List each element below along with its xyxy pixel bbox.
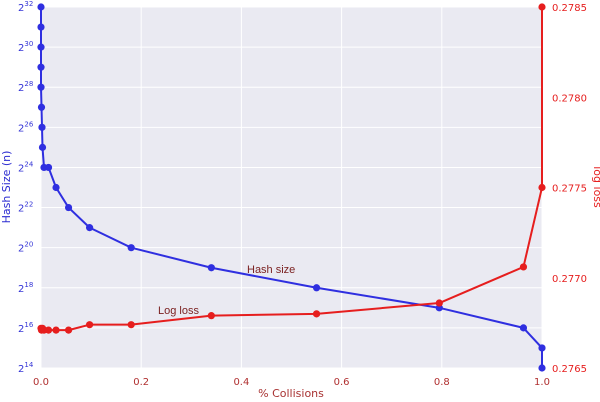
- x-axis-label: % Collisions: [258, 387, 324, 400]
- data-point-log-loss-10: [312, 310, 321, 318]
- data-point-log-loss-5: [52, 326, 60, 334]
- left-y-tick-label-2: 218: [18, 281, 33, 295]
- x-tick-label-2: 0.4: [233, 377, 249, 388]
- left-y-tick-label-5: 224: [18, 160, 34, 174]
- right-y-tick-label-1: 0.2770: [552, 274, 587, 285]
- data-point-log-loss-6: [64, 326, 73, 334]
- data-point-hash-size-12: [86, 224, 94, 232]
- plot-background: [41, 7, 542, 368]
- left-y-tick-label-4: 222: [18, 201, 33, 215]
- data-point-log-loss-11: [435, 299, 443, 307]
- left-y-axis-ticks: 214 216 218 220 222 224 226 228 230 232: [18, 0, 34, 375]
- data-point-log-loss-7: [86, 321, 94, 329]
- left-y-tick-label-6: 226: [18, 120, 34, 134]
- data-point-hash-size-14: [207, 264, 215, 272]
- x-tick-label-4: 0.8: [434, 377, 450, 388]
- data-point-hash-size-3: [37, 63, 45, 71]
- x-tick-label-5: 1.0: [534, 377, 550, 388]
- data-point-log-loss-4: [44, 326, 53, 334]
- data-point-hash-size-1: [37, 23, 45, 31]
- data-point-log-loss-14: [538, 3, 546, 11]
- data-point-log-loss-13: [538, 183, 546, 192]
- annotations: Hash size Log loss: [158, 264, 295, 317]
- data-point-hash-size-5: [37, 103, 46, 111]
- data-point-log-loss-8: [127, 321, 135, 329]
- data-point-hash-size-0: [37, 3, 45, 11]
- data-point-hash-size-4: [37, 83, 45, 91]
- data-point-hash-size-6: [38, 123, 46, 131]
- series-log-loss: [37, 3, 546, 334]
- annotation-hash-size: Hash size: [247, 264, 295, 276]
- grid-lines: [40, 6, 543, 369]
- x-axis-ticks: 0.0 0.2 0.4 0.6 0.8 1.0: [33, 377, 550, 388]
- annotation-log-loss: Log loss: [158, 305, 199, 317]
- left-y-axis-label: Hash Size (n): [0, 151, 13, 224]
- data-point-log-loss-12: [519, 263, 528, 271]
- data-point-hash-size-13: [127, 244, 135, 252]
- right-y-tick-label-2: 0.2775: [552, 184, 587, 195]
- data-point-hash-size-17: [519, 324, 528, 332]
- data-point-hash-size-11: [64, 203, 73, 212]
- data-point-hash-size-19: [538, 364, 546, 372]
- left-y-tick-label-3: 220: [18, 241, 33, 255]
- x-tick-label-1: 0.2: [133, 377, 149, 388]
- right-y-axis-label: log loss: [591, 166, 600, 208]
- data-point-hash-size-2: [37, 43, 45, 51]
- left-y-tick-label-9: 232: [18, 0, 33, 14]
- series-layer: [37, 3, 546, 372]
- x-tick-label-3: 0.6: [334, 377, 350, 388]
- x-tick-label-0: 0.0: [33, 377, 49, 388]
- right-y-tick-label-4: 0.2785: [552, 3, 587, 14]
- right-y-axis-ticks: 0.2765 0.2770 0.2775 0.2780 0.2785: [552, 3, 587, 375]
- right-y-tick-label-0: 0.2765: [552, 364, 587, 375]
- data-point-hash-size-15: [312, 284, 321, 292]
- left-y-tick-label-7: 228: [18, 80, 33, 94]
- left-y-tick-label-0: 214: [18, 361, 34, 375]
- left-y-tick-label-8: 230: [18, 40, 33, 54]
- data-point-hash-size-9: [44, 163, 53, 172]
- data-point-hash-size-7: [38, 143, 47, 151]
- left-y-tick-label-1: 216: [18, 321, 34, 335]
- data-point-hash-size-18: [538, 344, 546, 352]
- data-point-log-loss-9: [207, 312, 215, 320]
- data-point-hash-size-10: [52, 183, 60, 192]
- right-y-tick-label-3: 0.2780: [552, 93, 587, 104]
